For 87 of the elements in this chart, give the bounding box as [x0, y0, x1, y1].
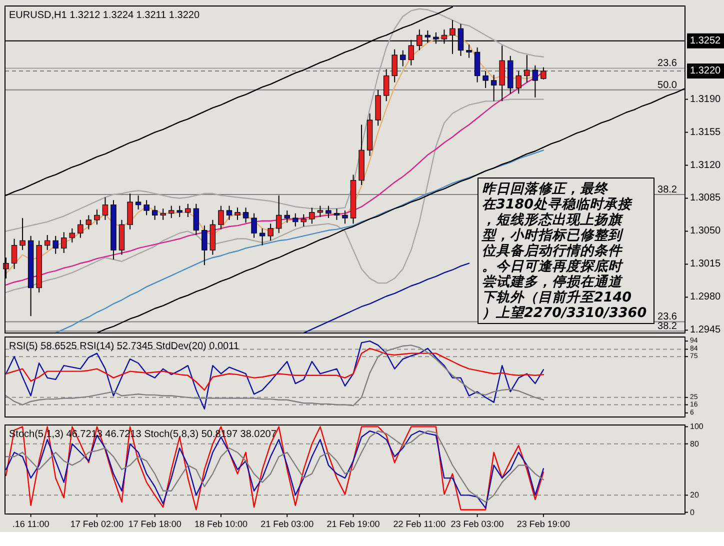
candlestick — [226, 205, 232, 220]
candlestick — [532, 64, 538, 98]
ref-line-label: 1.3220 — [690, 66, 722, 77]
candlestick — [292, 212, 298, 228]
x-tick-label: 21 Feb 03:00 — [260, 519, 314, 529]
candlestick — [78, 219, 84, 238]
y-tick-label: 1.3120 — [690, 160, 722, 171]
candlestick — [218, 205, 224, 230]
annotation: 23.6 — [658, 312, 678, 323]
candlestick — [61, 232, 67, 254]
candlestick — [540, 66, 546, 80]
candlestick — [234, 207, 240, 220]
candlestick — [11, 238, 18, 270]
annotation: 尝试建多，停损在通道 — [482, 274, 623, 290]
candlestick — [44, 234, 50, 251]
candlestick — [251, 212, 257, 238]
candlestick — [152, 205, 158, 220]
y-tick-label: 100 — [690, 422, 704, 432]
candlestick — [94, 209, 100, 226]
y-tick-label: 20 — [690, 490, 700, 500]
candlestick — [400, 50, 406, 67]
candlestick — [317, 205, 324, 218]
x-tick-label: 21 Feb 19:00 — [326, 519, 380, 529]
candlestick — [524, 54, 530, 83]
candlestick — [202, 225, 208, 266]
candlestick — [516, 70, 522, 94]
candlestick — [127, 193, 133, 230]
candlestick — [193, 203, 200, 236]
candlestick — [326, 205, 332, 219]
chart-title: EURUSD,H1 1.3212 1.3224 1.3211 1.3220 — [9, 10, 200, 21]
chart-title: RSI(5) 58.6525 RSI(14) 52.7345 StdDev(20) 0.0011 — [9, 341, 240, 352]
candlestick — [284, 210, 290, 224]
candlestick — [276, 194, 282, 234]
candlestick — [242, 207, 249, 224]
y-tick-label: 80 — [690, 439, 700, 448]
candlestick — [490, 74, 497, 102]
candlestick — [20, 218, 26, 251]
candlestick — [482, 70, 488, 88]
y-tick-label: 0 — [690, 508, 695, 517]
x-tick-label: 23 Feb 03:00 — [450, 519, 504, 529]
candlestick — [86, 214, 92, 230]
x-tick-label: 17 Feb 02:00 — [70, 519, 124, 529]
x-tick-label: .16 11:00 — [12, 519, 50, 529]
y-tick-label: 1.3015 — [690, 258, 722, 270]
ref-line-label: 1.3252 — [690, 35, 722, 46]
annotation: 23.6 — [658, 58, 678, 70]
y-tick-label: 1.3050 — [690, 226, 722, 237]
annotation: 50.0 — [658, 80, 678, 91]
annotation: 下轨外（目前升至2140 — [482, 290, 632, 306]
candlestick — [300, 214, 307, 228]
candlestick — [392, 48, 398, 83]
candlestick — [309, 207, 315, 224]
y-tick-label: 1.3085 — [690, 192, 722, 204]
y-tick-label: 1.3155 — [690, 126, 722, 138]
candlestick — [102, 196, 108, 220]
candlestick — [466, 44, 472, 58]
candlestick — [144, 200, 150, 216]
candlestick — [342, 210, 348, 224]
candlestick — [334, 208, 340, 220]
candlestick — [383, 68, 390, 102]
candlestick — [135, 194, 142, 210]
annotation: 。今日可逢再度探底时 — [482, 258, 624, 274]
candlestick — [168, 205, 174, 219]
candlestick — [176, 205, 182, 218]
annotation: 型，小时指标已修整到 — [481, 228, 624, 244]
line-series — [303, 262, 470, 334]
annotation: 在3180处寻稳临时承接 — [482, 196, 634, 212]
candlestick — [185, 203, 191, 218]
x-tick-label: 18 Feb 10:00 — [194, 519, 248, 529]
y-tick-label: 1.2945 — [690, 324, 722, 336]
x-tick-label: 23 Feb 19:00 — [516, 519, 570, 529]
y-tick-label: 1.2980 — [690, 292, 722, 303]
candlestick — [69, 228, 76, 244]
annotation: ，短线形态出现上扬旗 — [482, 212, 624, 228]
x-tick-label: 22 Feb 11:00 — [393, 519, 446, 529]
candlestick — [160, 208, 166, 220]
annotation: 38.2 — [658, 184, 678, 196]
candlestick — [52, 235, 58, 254]
x-tick-label: 17 Feb 18:00 — [128, 519, 182, 529]
annotation: ）上望2270/3310/3360 — [482, 305, 647, 321]
y-tick-label: 1.3190 — [690, 94, 722, 105]
annotation: 38.2 — [658, 321, 678, 332]
annotation: 昨日回落修正，最终 — [482, 181, 609, 197]
candlestick — [268, 223, 274, 242]
annotation: 位具备启动行情的条件 — [482, 243, 623, 259]
candlestick — [474, 46, 480, 83]
candlestick — [259, 228, 266, 246]
